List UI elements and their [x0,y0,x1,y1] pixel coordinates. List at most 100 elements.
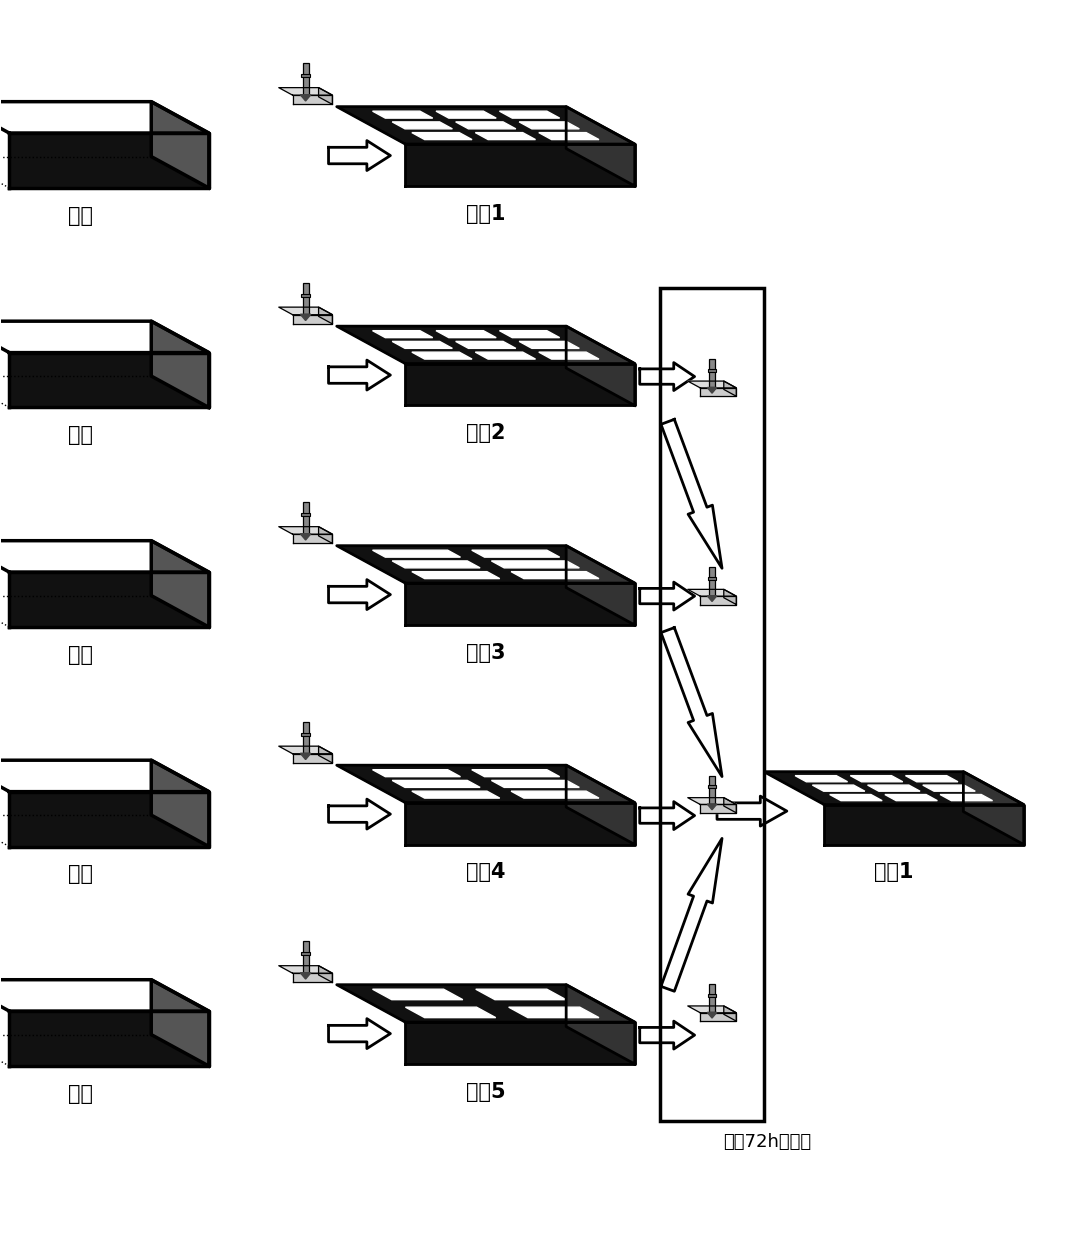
Polygon shape [707,596,717,601]
Polygon shape [292,754,333,763]
Polygon shape [475,132,535,140]
Text: 试件1: 试件1 [467,204,505,224]
Polygon shape [393,122,453,129]
Polygon shape [279,527,333,534]
Polygon shape [661,838,722,992]
Bar [708,994,716,997]
Polygon shape [475,352,535,360]
Text: 毛坯: 毛坯 [67,425,93,445]
Polygon shape [566,766,635,845]
Polygon shape [688,381,736,388]
Polygon shape [640,362,694,391]
Polygon shape [707,804,717,810]
Text: 毛坯: 毛坯 [67,645,93,665]
Bar [301,513,310,517]
Bar [301,733,310,737]
Polygon shape [812,786,865,791]
Polygon shape [328,1018,391,1048]
Polygon shape [406,803,635,845]
Polygon shape [319,747,333,763]
Polygon shape [700,388,736,396]
Polygon shape [700,596,736,605]
Polygon shape [337,107,635,145]
Polygon shape [511,791,599,798]
Bar [303,941,308,973]
Polygon shape [319,88,333,104]
Polygon shape [328,579,391,610]
Polygon shape [151,760,209,846]
Polygon shape [10,353,209,407]
Polygon shape [539,132,599,140]
Polygon shape [435,331,496,338]
Polygon shape [500,111,560,118]
Text: 毛坯: 毛坯 [67,1084,93,1104]
Polygon shape [301,314,311,321]
Polygon shape [500,331,560,338]
Polygon shape [279,747,333,754]
Polygon shape [301,973,311,979]
Polygon shape [829,794,882,801]
Bar [301,294,310,297]
Polygon shape [723,381,736,396]
Polygon shape [0,322,209,353]
Text: 试件1: 试件1 [874,862,914,882]
Polygon shape [301,534,311,541]
Polygon shape [406,1007,495,1018]
Polygon shape [406,1022,635,1063]
Polygon shape [279,88,333,96]
Polygon shape [824,804,1024,845]
Polygon shape [412,572,500,578]
Polygon shape [885,794,937,801]
Polygon shape [292,314,333,324]
Polygon shape [688,590,736,596]
Polygon shape [508,1007,599,1018]
Polygon shape [511,572,599,578]
Polygon shape [851,776,903,782]
Polygon shape [406,583,635,625]
Polygon shape [717,796,786,826]
Polygon shape [640,582,694,610]
Polygon shape [301,94,311,101]
Polygon shape [319,965,333,983]
Bar [303,722,308,753]
Polygon shape [661,420,722,568]
Bar [303,283,308,314]
Polygon shape [476,989,566,999]
Polygon shape [640,802,694,830]
FancyBboxPatch shape [660,288,764,1121]
Polygon shape [661,627,722,777]
Bar [301,952,310,955]
Polygon shape [700,804,736,813]
Polygon shape [519,122,579,129]
Polygon shape [372,769,460,777]
Text: 试件5: 试件5 [465,1082,505,1102]
Polygon shape [472,769,560,777]
Polygon shape [707,387,717,393]
Polygon shape [393,781,480,787]
Polygon shape [412,791,500,798]
Polygon shape [764,772,1024,804]
Polygon shape [0,102,209,133]
Polygon shape [279,307,333,314]
Polygon shape [472,551,560,557]
Text: 毛坯: 毛坯 [67,206,93,226]
Polygon shape [566,546,635,625]
Polygon shape [723,590,736,605]
Bar [709,776,715,804]
Polygon shape [292,96,333,104]
Polygon shape [905,776,958,782]
Polygon shape [151,322,209,407]
Polygon shape [707,1012,717,1018]
Polygon shape [868,786,920,791]
Polygon shape [372,551,460,557]
Polygon shape [941,794,993,801]
Polygon shape [337,326,635,363]
Polygon shape [319,527,333,543]
Polygon shape [688,798,736,804]
Polygon shape [566,107,635,186]
Polygon shape [10,133,209,189]
Bar [708,368,716,372]
Polygon shape [456,122,516,129]
Polygon shape [328,799,391,830]
Polygon shape [10,1011,209,1066]
